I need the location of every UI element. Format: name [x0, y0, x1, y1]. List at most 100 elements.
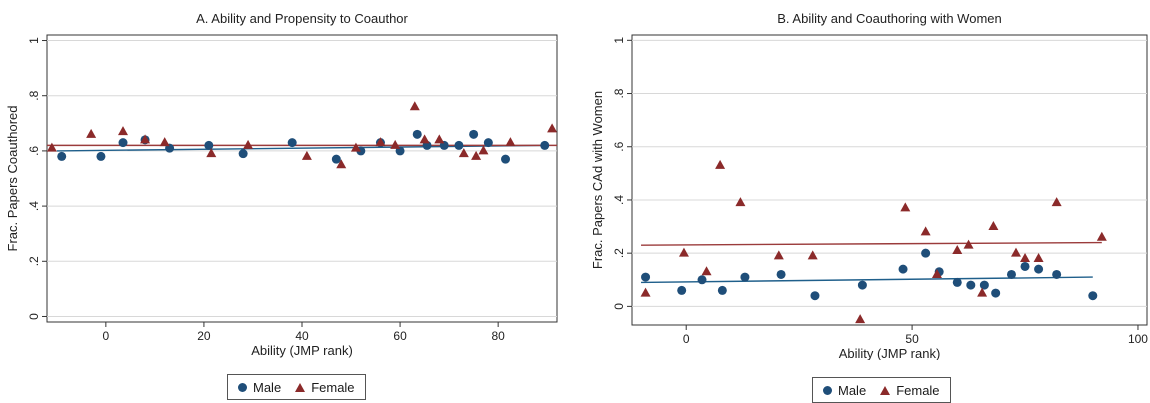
point-male — [454, 140, 464, 150]
legend-item-male: Male — [823, 383, 866, 398]
point-male — [287, 138, 297, 148]
point-male — [677, 285, 687, 295]
y-tick-label: 1 — [612, 37, 626, 44]
legend-label-female: Female — [896, 382, 940, 398]
point-female — [640, 287, 651, 297]
point-female — [963, 239, 974, 249]
point-female — [1020, 252, 1031, 262]
x-tick-label: 40 — [295, 329, 309, 343]
point-female — [458, 148, 469, 158]
point-male — [204, 140, 214, 150]
point-female — [1051, 197, 1062, 207]
legend-b: Male Female — [812, 377, 951, 403]
y-tick-label: .4 — [612, 195, 626, 205]
legend-label-female: Female — [311, 379, 355, 395]
point-male — [979, 280, 989, 290]
point-female — [952, 245, 963, 255]
point-female — [159, 137, 170, 147]
legend-item-female: Female — [880, 382, 940, 398]
x-tick-label: 0 — [683, 332, 690, 346]
point-female — [478, 145, 489, 155]
point-male — [96, 151, 106, 161]
triangle-marker-icon — [880, 385, 891, 395]
point-male — [1006, 269, 1016, 279]
point-female — [735, 197, 746, 207]
x-tick-label: 20 — [197, 329, 211, 343]
chart-a: 0 .2 .4 .6 .8 1 0 20 40 60 80 A. Ability and Propen… — [5, 11, 558, 358]
plot-area — [631, 34, 1148, 326]
x-tick-label: 0 — [103, 329, 110, 343]
x-tick-label: 50 — [905, 332, 919, 346]
point-male — [697, 275, 707, 285]
x-axis-label: Ability (JMP rank) — [251, 343, 353, 358]
point-female — [419, 134, 430, 144]
point-male — [331, 154, 341, 164]
point-female — [86, 128, 97, 138]
plot-area — [46, 34, 558, 323]
point-male — [1052, 269, 1062, 279]
point-female — [773, 250, 784, 260]
point-male — [717, 285, 727, 295]
point-female — [678, 247, 689, 257]
point-male — [118, 138, 128, 148]
point-female — [988, 221, 999, 231]
fit-line-male — [56, 144, 548, 152]
legend-item-male: Male — [238, 380, 281, 395]
point-male — [991, 288, 1001, 298]
point-female — [140, 134, 151, 144]
point-female — [434, 134, 445, 144]
x-tick-label: 80 — [491, 329, 505, 343]
point-female — [336, 159, 347, 169]
point-male — [501, 154, 511, 164]
point-female — [855, 314, 866, 324]
x-tick-label: 60 — [393, 329, 407, 343]
point-female — [1010, 247, 1021, 257]
x-axis-label: Ability (JMP rank) — [839, 346, 941, 360]
point-male — [857, 280, 867, 290]
point-male — [1088, 291, 1098, 301]
point-male — [1034, 264, 1044, 274]
y-tick-label: .2 — [612, 248, 626, 258]
point-male — [238, 149, 248, 159]
y-axis-label: Frac. Papers CAd with Women — [590, 91, 605, 269]
point-female — [807, 250, 818, 260]
triangle-marker-icon — [295, 382, 306, 392]
chart-title: B. Ability and Coauthoring with Women — [777, 11, 1002, 26]
point-female — [301, 150, 312, 160]
legend-label-male: Male — [838, 382, 867, 398]
point-male — [921, 248, 931, 258]
point-female — [1033, 252, 1044, 262]
point-female — [471, 150, 482, 160]
point-female — [547, 123, 558, 133]
point-female — [243, 139, 254, 149]
x-tick-label: 100 — [1128, 332, 1148, 346]
circle-marker-icon — [238, 382, 247, 392]
point-male — [776, 269, 786, 279]
legend-label-male: Male — [253, 379, 282, 395]
point-male — [57, 151, 67, 161]
point-female — [1096, 231, 1107, 241]
point-male — [412, 129, 422, 139]
y-axis-label: Frac. Papers Coauthored — [5, 106, 20, 252]
point-female — [390, 139, 401, 149]
y-tick-label: .2 — [27, 256, 41, 266]
fit-line-male — [641, 276, 1093, 284]
point-female — [900, 202, 911, 212]
point-male — [952, 277, 962, 287]
point-female — [505, 137, 516, 147]
y-tick-label: 0 — [612, 303, 626, 310]
point-male — [1020, 261, 1030, 271]
point-female — [931, 268, 942, 278]
legend-item-female: Female — [295, 379, 355, 395]
y-tick-label: .6 — [612, 141, 626, 151]
y-tick-label: .4 — [27, 201, 41, 211]
point-female — [920, 226, 931, 236]
y-tick-label: .8 — [612, 88, 626, 98]
point-female — [701, 266, 712, 276]
legend-a: Male Female — [227, 374, 366, 400]
chart-b: 0 .2 .4 .6 .8 1 0 50 100 B. Ability and Coauthori… — [590, 11, 1148, 360]
point-female — [375, 137, 386, 147]
chart-title: A. Ability and Propensity to Coauthor — [196, 11, 408, 26]
point-male — [966, 280, 976, 290]
point-female — [46, 142, 57, 152]
